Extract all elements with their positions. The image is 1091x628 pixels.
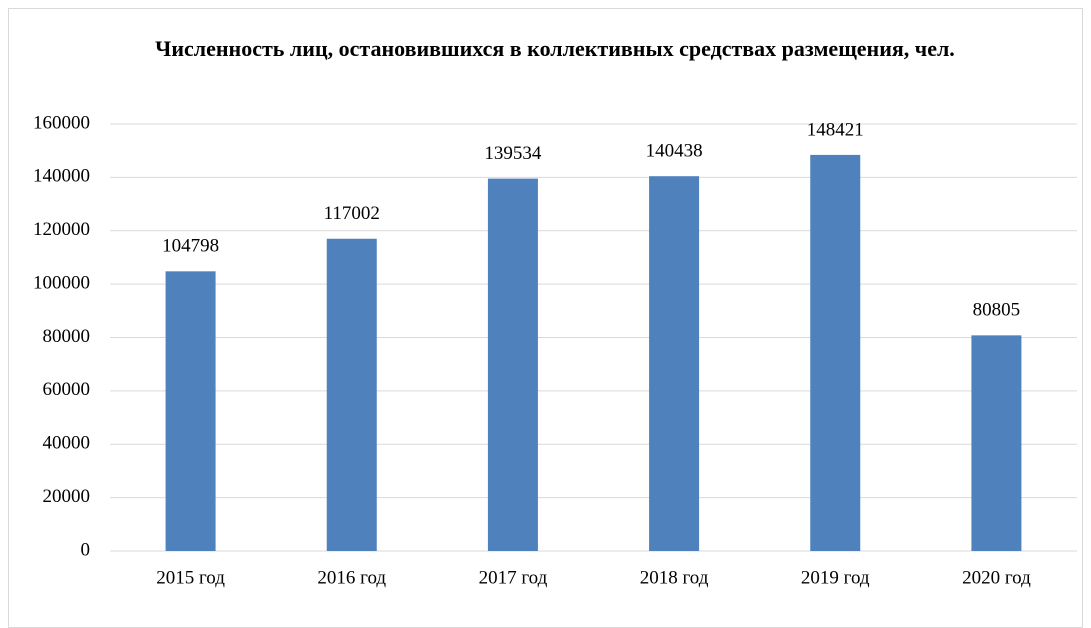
x-tick-label: 2019 год (801, 567, 870, 588)
y-tick-label: 0 (81, 539, 91, 560)
x-tick-label: 2016 год (317, 567, 386, 588)
bar (487, 178, 538, 551)
x-tick-label: 2015 год (156, 567, 225, 588)
x-tick-label: 2017 год (479, 567, 548, 588)
bar (649, 176, 700, 551)
data-label: 148421 (807, 119, 864, 140)
bar (326, 238, 377, 551)
y-tick-label: 160000 (33, 112, 90, 133)
y-tick-label: 120000 (33, 219, 90, 240)
x-tick-label: 2020 год (962, 567, 1031, 588)
bar (810, 154, 861, 551)
y-tick-label: 20000 (43, 486, 91, 507)
data-label: 140438 (646, 141, 703, 162)
y-tick-label: 140000 (33, 166, 90, 187)
data-label: 139534 (484, 143, 542, 164)
y-tick-label: 100000 (33, 272, 90, 293)
y-tick-label: 40000 (43, 433, 91, 454)
y-tick-label: 60000 (43, 379, 91, 400)
bar (971, 335, 1022, 551)
data-label: 117002 (324, 203, 380, 224)
bar (165, 271, 216, 551)
data-label: 104798 (162, 236, 219, 257)
chart-title: Численность лиц, остановившихся в коллек… (155, 36, 955, 61)
x-tick-label: 2018 год (640, 567, 709, 588)
y-tick-label: 80000 (43, 326, 91, 347)
data-label: 80805 (973, 300, 1021, 321)
